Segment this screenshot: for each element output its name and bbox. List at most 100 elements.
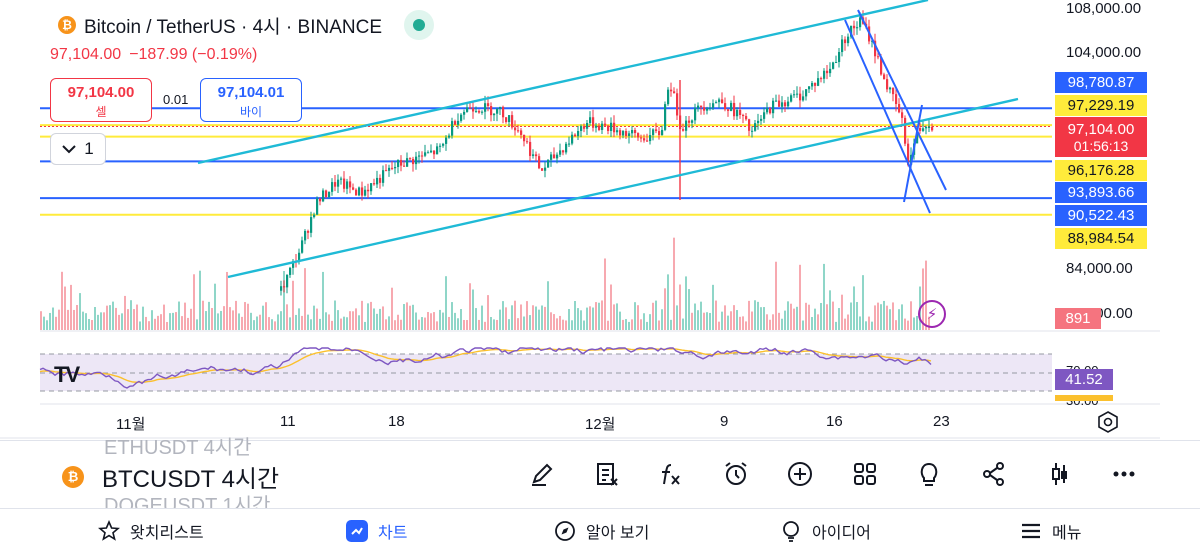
- volume-bar: [532, 305, 534, 330]
- pencil-icon[interactable]: [526, 458, 558, 490]
- volume-bar: [547, 281, 549, 330]
- candle-body: [709, 107, 712, 109]
- candle-body: [829, 68, 832, 74]
- candle-body: [343, 178, 346, 189]
- candle-body: [484, 103, 487, 112]
- nav-ideas[interactable]: 아이디어: [780, 519, 871, 543]
- volume-bar: [61, 271, 63, 330]
- candle-body: [919, 127, 922, 131]
- symbol-title[interactable]: ₿ Bitcoin / TetherUS · 4시 · BINANCE: [58, 10, 434, 40]
- candle-body: [646, 140, 649, 142]
- volume-bar: [142, 306, 144, 330]
- volume-bar: [154, 318, 156, 330]
- share-icon[interactable]: [978, 458, 1010, 490]
- volume-bar: [829, 290, 831, 330]
- volume-bar: [343, 316, 345, 330]
- candle-icon[interactable]: [1044, 458, 1076, 490]
- volume-bar: [619, 311, 621, 330]
- symbol-selector[interactable]: ₿ BTCUSDT 4시간: [62, 459, 279, 494]
- nav-explore[interactable]: 알아 보기: [554, 519, 649, 543]
- volume-bar: [694, 303, 696, 330]
- volume-bar: [439, 309, 441, 330]
- nav-ideas-label: 아이디어: [812, 525, 871, 542]
- candle-body: [430, 150, 433, 153]
- volume-bar: [109, 305, 111, 330]
- channel-upper-line: [197, 0, 929, 165]
- candle-body: [853, 25, 856, 29]
- price-chart[interactable]: [0, 0, 1200, 440]
- candle-body: [448, 135, 451, 138]
- volume-bar: [91, 320, 93, 330]
- candle-body: [685, 120, 688, 131]
- volume-bar: [652, 302, 654, 330]
- candle-body: [592, 117, 595, 128]
- volume-tag: 891: [1055, 308, 1101, 329]
- candle-body: [499, 106, 502, 109]
- nav-chart[interactable]: 차트: [346, 519, 407, 543]
- candle-body: [721, 99, 724, 104]
- volume-bar: [607, 320, 609, 330]
- volume-bar: [730, 311, 732, 330]
- volume-bar: [493, 319, 495, 330]
- volume-bar: [766, 314, 768, 330]
- volume-bar: [277, 314, 279, 330]
- volume-bar: [313, 305, 315, 330]
- volume-bar: [745, 321, 747, 330]
- volume-bar: [415, 312, 417, 330]
- candle-body: [310, 217, 313, 233]
- chart-area[interactable]: ₿ Bitcoin / TetherUS · 4시 · BINANCE 97,1…: [0, 0, 1200, 440]
- volume-bar: [115, 307, 117, 330]
- candle-body: [898, 104, 901, 113]
- volume-bar: [811, 317, 813, 330]
- volume-bar: [517, 318, 519, 330]
- volume-bar: [751, 311, 753, 330]
- volume-bar: [826, 304, 828, 330]
- candle-body: [298, 252, 301, 262]
- volume-bar: [475, 308, 477, 330]
- volume-bar: [676, 305, 678, 330]
- candle-body: [463, 111, 466, 115]
- volume-bar: [667, 274, 669, 330]
- volume-bar: [544, 306, 546, 330]
- volume-bar: [370, 301, 372, 330]
- candle-body: [823, 70, 826, 79]
- volume-bar: [139, 321, 141, 330]
- candle-body: [469, 107, 472, 109]
- alarm-icon[interactable]: [720, 458, 752, 490]
- nav-menu[interactable]: 메뉴: [1020, 519, 1081, 543]
- volume-bar: [496, 319, 498, 330]
- expand-legend-button[interactable]: 1: [50, 133, 106, 165]
- volume-bar: [367, 303, 369, 330]
- flash-icon[interactable]: ⚡: [918, 300, 946, 328]
- candle-body: [352, 187, 355, 190]
- volume-bar: [289, 317, 291, 330]
- candle-body: [715, 102, 718, 104]
- candle-body: [400, 159, 403, 166]
- volume-bar: [352, 311, 354, 330]
- volume-bar: [238, 313, 240, 330]
- candle-body: [730, 102, 733, 111]
- volume-bar: [820, 302, 822, 330]
- sell-button[interactable]: 97,104.00 셀: [50, 78, 152, 122]
- more-icon[interactable]: [1108, 458, 1140, 490]
- candle-body: [451, 121, 454, 136]
- volume-bar: [520, 304, 522, 330]
- plus-icon[interactable]: [784, 458, 816, 490]
- candle-body: [838, 52, 841, 63]
- nav-watchlist[interactable]: 왓치리스트: [98, 519, 204, 543]
- candle-body: [340, 178, 343, 180]
- grid-icon[interactable]: [849, 458, 881, 490]
- candle-body: [739, 109, 742, 116]
- volume-bar: [904, 318, 906, 330]
- candle-body: [439, 145, 442, 147]
- idea-icon[interactable]: [913, 458, 945, 490]
- indicators-icon[interactable]: [591, 458, 623, 490]
- volume-bar: [583, 320, 585, 330]
- compass-icon: [555, 521, 575, 541]
- buy-button[interactable]: 97,104.01 바이: [200, 78, 302, 122]
- chart-settings-icon[interactable]: [1097, 411, 1119, 433]
- candle-body: [844, 39, 847, 44]
- fx-icon[interactable]: [655, 458, 687, 490]
- volume-bar: [541, 305, 543, 330]
- volume-bar: [613, 304, 615, 330]
